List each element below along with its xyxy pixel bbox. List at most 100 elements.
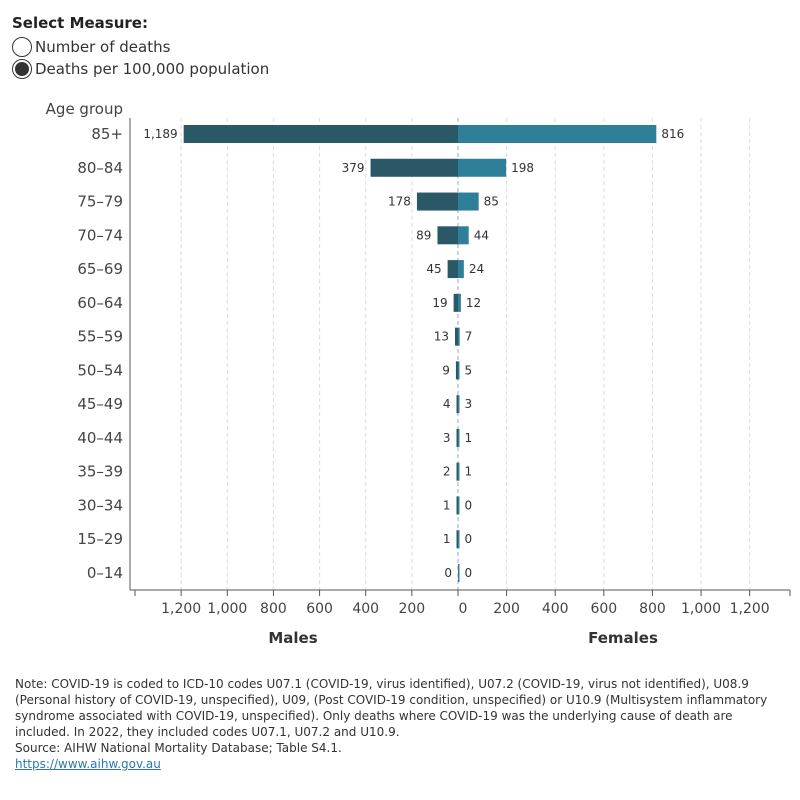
female-value-label: 0 xyxy=(465,566,473,580)
males-axis-title: Males xyxy=(268,629,317,647)
female-bar[interactable] xyxy=(458,226,469,245)
female-value-label: 198 xyxy=(511,161,534,175)
male-value-label: 1,189 xyxy=(143,127,177,141)
male-bar[interactable] xyxy=(456,496,459,515)
male-value-label: 45 xyxy=(426,262,441,276)
male-bar[interactable] xyxy=(437,226,458,245)
chart-row: 85+ 1,189 816 xyxy=(91,125,684,143)
chart-row: 55–59 13 7 xyxy=(77,327,473,346)
chart-row: 60–64 19 12 xyxy=(77,293,481,312)
male-value-label: 9 xyxy=(442,363,450,377)
female-value-label: 7 xyxy=(465,330,473,344)
males-tick-label: 1,000 xyxy=(207,601,247,617)
age-group-label: 60–64 xyxy=(77,294,123,312)
age-group-label: 75–79 xyxy=(77,193,123,211)
male-value-label: 89 xyxy=(416,228,431,242)
female-bar[interactable] xyxy=(458,125,657,143)
female-bar[interactable] xyxy=(458,564,460,582)
male-bar[interactable] xyxy=(370,158,458,177)
radio-unselected-icon[interactable] xyxy=(12,37,32,57)
female-bar[interactable] xyxy=(458,428,460,447)
males-tick-label: 800 xyxy=(260,601,287,617)
female-value-label: 24 xyxy=(469,262,484,276)
female-bar[interactable] xyxy=(458,395,460,414)
females-tick-label: 0 xyxy=(459,601,468,617)
male-bar[interactable] xyxy=(453,293,458,312)
male-bar[interactable] xyxy=(455,361,458,380)
male-value-label: 1 xyxy=(443,498,451,512)
chart-row: 75–79 178 85 xyxy=(77,192,499,211)
male-value-label: 19 xyxy=(432,296,447,310)
age-group-label: 70–74 xyxy=(77,226,123,244)
age-group-label: 50–54 xyxy=(77,361,123,379)
male-bar[interactable] xyxy=(456,395,459,414)
male-bar[interactable] xyxy=(456,462,459,481)
male-value-label: 3 xyxy=(443,431,451,445)
note-text: Note: COVID-19 is coded to ICD-10 codes … xyxy=(15,677,768,739)
females-axis-title: Females xyxy=(588,629,658,647)
row-header: Age group xyxy=(46,100,123,118)
female-bar[interactable] xyxy=(458,192,479,211)
female-bar[interactable] xyxy=(458,327,460,346)
chart-row: 0–14 0 0 xyxy=(87,564,472,582)
males-tick-label: 1,200 xyxy=(161,601,201,617)
males-tick-label: 600 xyxy=(306,601,333,617)
female-value-label: 12 xyxy=(466,296,481,310)
chart-row: 80–84 379 198 xyxy=(77,158,534,177)
female-value-label: 5 xyxy=(465,363,473,377)
female-bar[interactable] xyxy=(458,260,464,279)
source-text: Source: AIHW National Mortality Database… xyxy=(15,741,342,755)
males-tick-label: 400 xyxy=(352,601,379,617)
radio-label: Number of deaths xyxy=(35,38,171,56)
male-value-label: 0 xyxy=(444,566,452,580)
chart-row: 50–54 9 5 xyxy=(77,361,473,380)
male-value-label: 379 xyxy=(342,161,365,175)
age-group-label: 85+ xyxy=(91,125,123,143)
female-value-label: 1 xyxy=(465,465,473,479)
male-bar[interactable] xyxy=(447,260,458,279)
aihw-link[interactable]: https://www.aihw.gov.au xyxy=(15,757,161,771)
female-bar[interactable] xyxy=(458,496,460,515)
radio-selected-icon[interactable] xyxy=(12,59,32,79)
age-group-label: 15–29 xyxy=(77,530,123,548)
female-value-label: 1 xyxy=(465,431,473,445)
age-group-label: 80–84 xyxy=(77,159,123,177)
age-group-label: 45–49 xyxy=(77,395,123,413)
filter-title: Select Measure: xyxy=(12,14,148,32)
females-tick-label: 1,200 xyxy=(730,601,770,617)
female-value-label: 85 xyxy=(484,195,499,209)
female-value-label: 0 xyxy=(465,498,473,512)
female-bar[interactable] xyxy=(458,158,507,177)
male-value-label: 13 xyxy=(434,330,449,344)
radio-deaths-per-100000[interactable]: Deaths per 100,000 population xyxy=(12,59,269,79)
chart-row: 40–44 3 1 xyxy=(77,428,473,447)
female-value-label: 0 xyxy=(465,532,473,546)
age-group-label: 35–39 xyxy=(77,463,123,481)
male-value-label: 4 xyxy=(443,397,451,411)
male-bar[interactable] xyxy=(183,125,458,143)
female-value-label: 44 xyxy=(474,228,489,242)
radio-number-of-deaths[interactable]: Number of deaths xyxy=(12,37,170,57)
age-group-label: 30–34 xyxy=(77,496,123,514)
male-bar[interactable] xyxy=(455,327,458,346)
chart-row: 15–29 1 0 xyxy=(77,530,473,549)
male-bar[interactable] xyxy=(456,428,459,447)
female-bar[interactable] xyxy=(458,530,460,549)
age-group-label: 40–44 xyxy=(77,429,123,447)
females-tick-label: 200 xyxy=(493,601,520,617)
female-bar[interactable] xyxy=(458,293,461,312)
age-group-label: 65–69 xyxy=(77,260,123,278)
notes: Note: COVID-19 is coded to ICD-10 codes … xyxy=(15,676,785,772)
female-bar[interactable] xyxy=(458,462,460,481)
age-group-label: 55–59 xyxy=(77,328,123,346)
male-bar[interactable] xyxy=(416,192,458,211)
chart-row: 70–74 89 44 xyxy=(77,226,489,245)
females-tick-label: 800 xyxy=(639,601,666,617)
male-value-label: 2 xyxy=(443,465,451,479)
chart-row: 45–49 4 3 xyxy=(77,395,472,414)
female-bar[interactable] xyxy=(458,361,460,380)
female-value-label: 816 xyxy=(661,127,684,141)
age-group-label: 0–14 xyxy=(87,564,123,582)
male-bar[interactable] xyxy=(456,530,459,549)
